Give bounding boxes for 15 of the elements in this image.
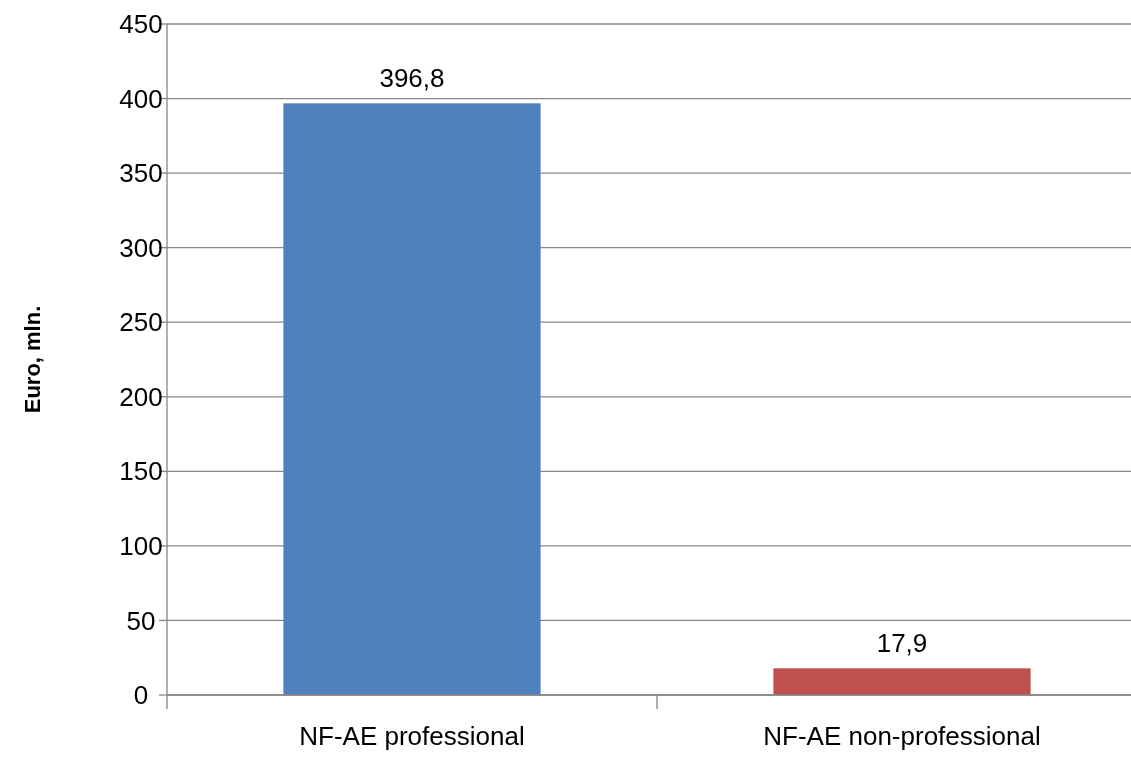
y-tick-label: 450 [119, 9, 163, 40]
y-axis-title: Euro, mln. [20, 305, 45, 414]
y-tick-label: 150 [119, 456, 163, 487]
y-tick-label: 200 [119, 381, 163, 412]
y-tick-label: 250 [119, 307, 163, 338]
y-tick-label: 300 [119, 232, 163, 263]
y-tick-label: 350 [119, 158, 163, 189]
y-tick-label: 0 [133, 680, 149, 711]
x-tick-label: NF-AE professional [299, 721, 525, 751]
x-tick-label: NF-AE non-professional [763, 721, 1041, 751]
y-tick-label: 100 [119, 530, 163, 561]
data-label: 396,8 [379, 63, 445, 94]
y-tick-label: 400 [119, 83, 163, 114]
y-tick-label: 50 [126, 605, 156, 636]
data-label: 17,9 [876, 628, 928, 659]
